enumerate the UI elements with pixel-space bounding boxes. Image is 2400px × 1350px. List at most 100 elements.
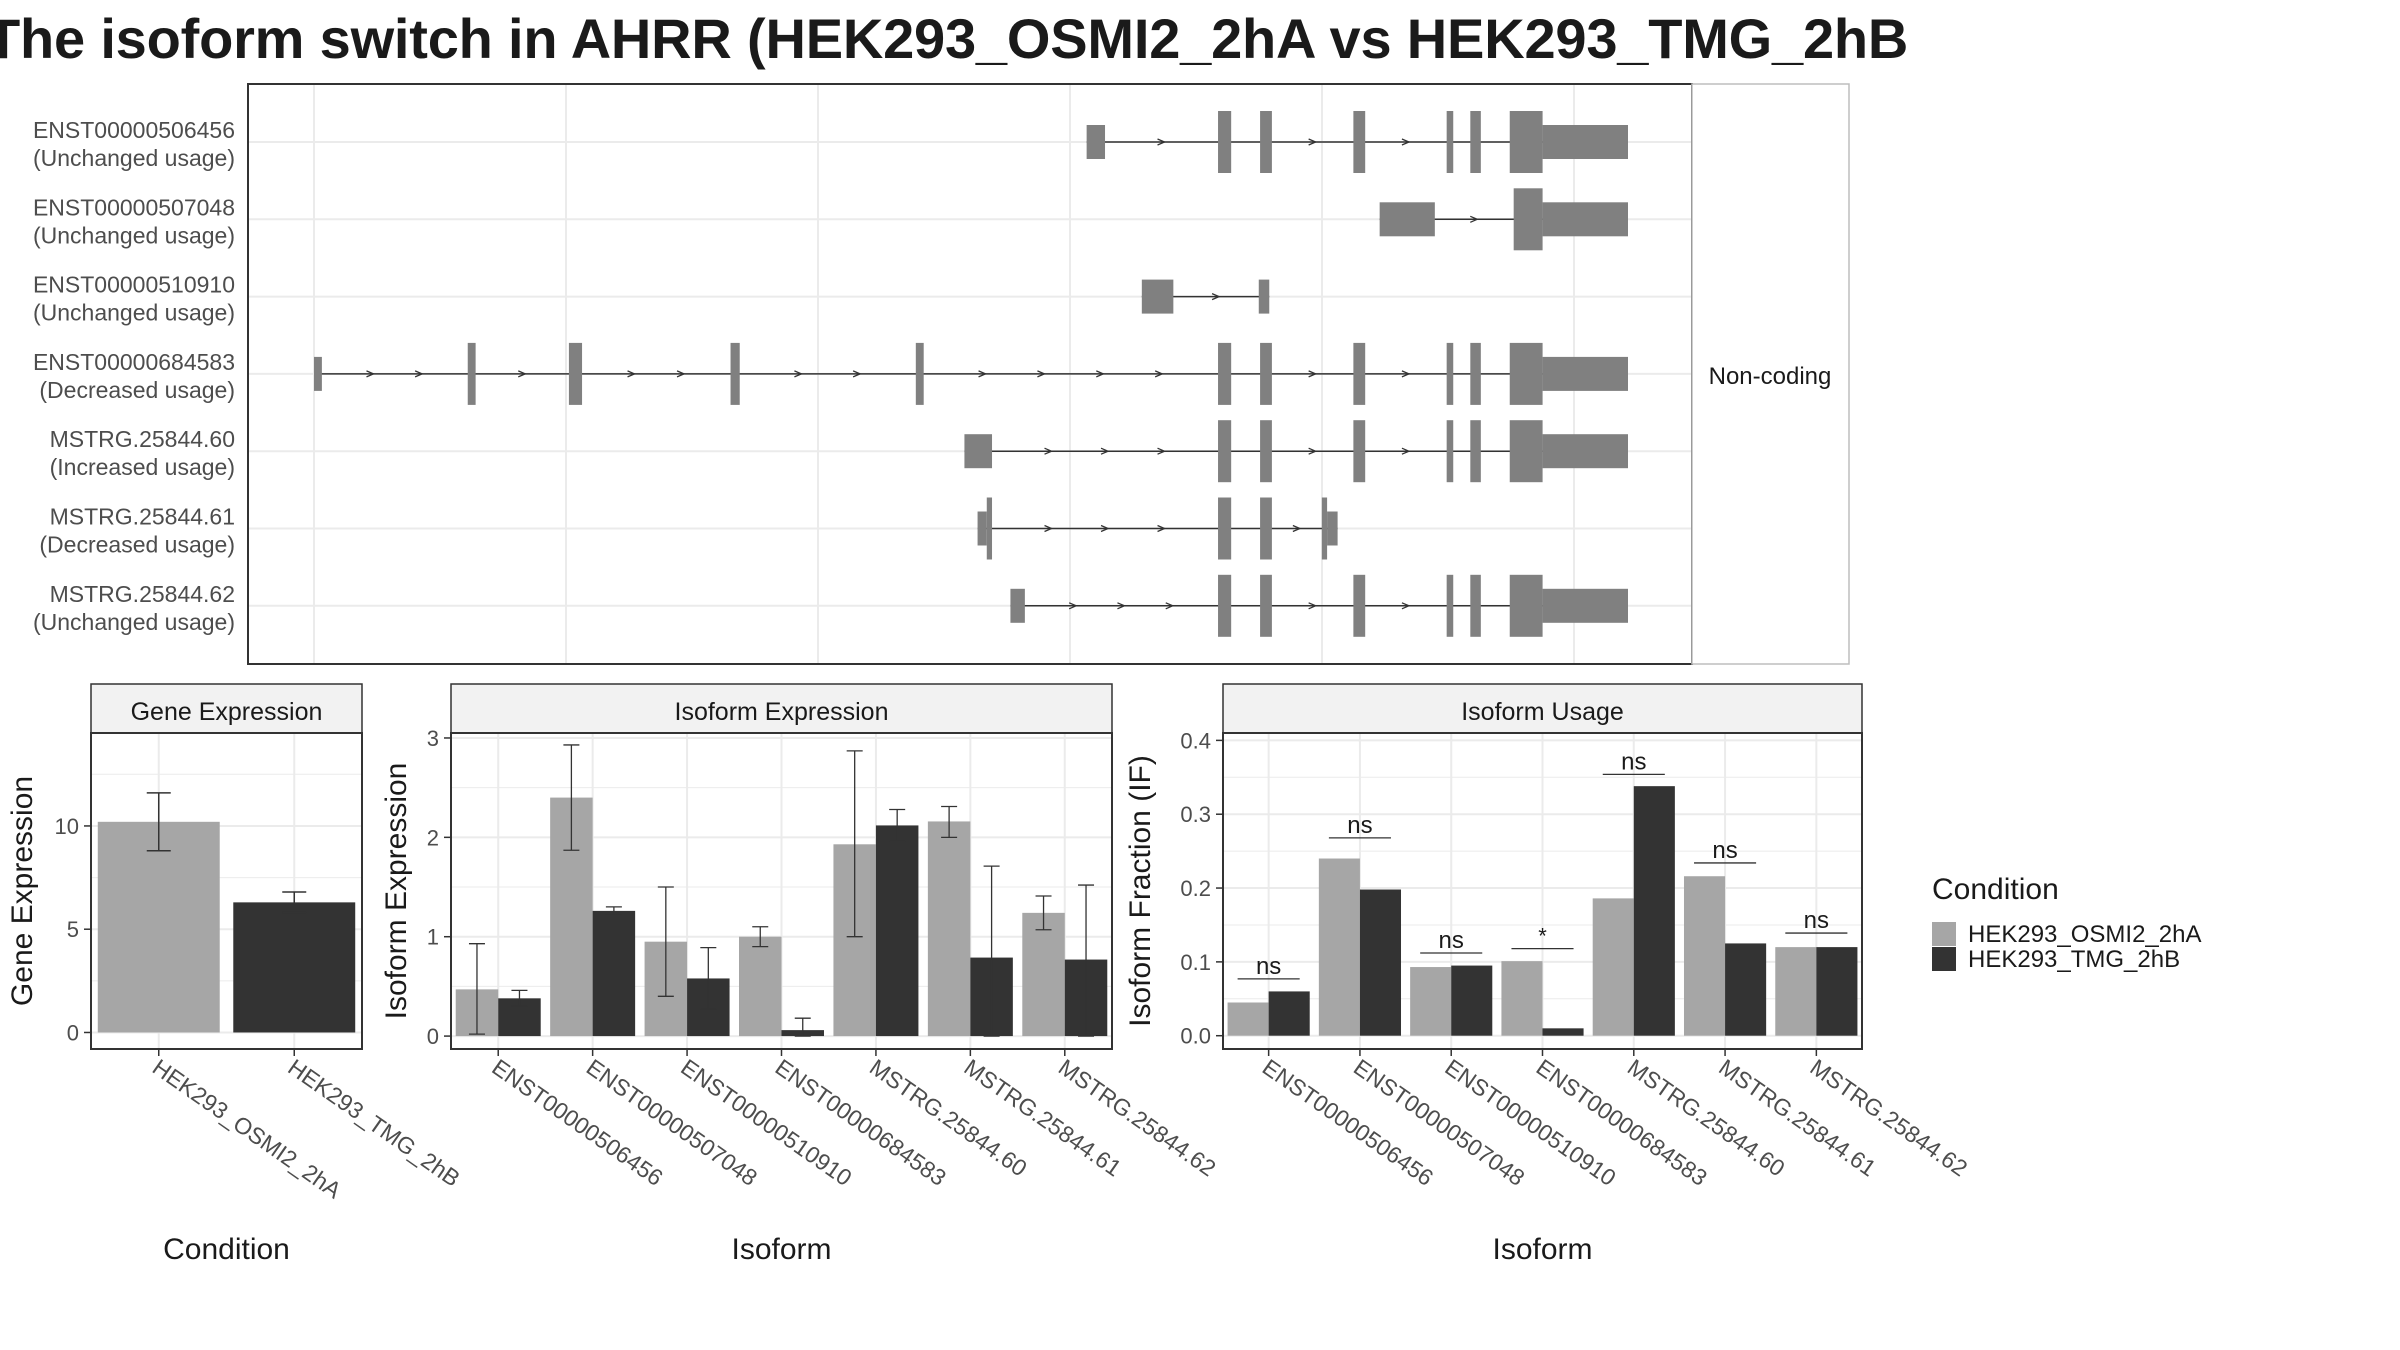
isoform-label: ENST00000507048 xyxy=(33,194,235,220)
bar xyxy=(1816,947,1858,1036)
significance-label: ns xyxy=(1621,748,1646,775)
exon xyxy=(1141,279,1174,314)
bar xyxy=(1683,876,1726,1036)
exon xyxy=(1218,497,1232,560)
y-axis-title: Isoform Expression xyxy=(380,763,413,1020)
exon xyxy=(1258,279,1270,314)
y-axis-title: Isoform Fraction (IF) xyxy=(1124,755,1157,1027)
isoform-usage-label: (Unchanged usage) xyxy=(33,609,235,635)
strand-arrow xyxy=(1068,602,1078,610)
strand-arrow xyxy=(1308,370,1318,378)
isoform-label: MSTRG.25844.62 xyxy=(50,581,235,607)
exon xyxy=(1542,202,1628,237)
bar xyxy=(875,825,919,1037)
strand-arrow xyxy=(1157,447,1167,455)
bar xyxy=(1592,898,1634,1036)
strand-arrow xyxy=(1117,602,1127,610)
x-axis-title: Isoform xyxy=(731,1233,831,1266)
exon xyxy=(1353,574,1366,637)
bar xyxy=(739,936,782,1037)
isoform-usage-label: (Increased usage) xyxy=(50,454,235,480)
significance-label: ns xyxy=(1712,837,1737,864)
exon xyxy=(1086,125,1106,159)
x-tick-label: MSTRG.25844.60 xyxy=(865,1054,1032,1182)
strand-arrow xyxy=(1165,602,1175,610)
x-tick-label: ENST00000684583 xyxy=(1532,1054,1712,1191)
x-tick-label: ENST00000506456 xyxy=(487,1054,667,1191)
bar xyxy=(1542,1028,1584,1036)
exon xyxy=(1446,574,1454,637)
exon xyxy=(1260,420,1272,483)
significance-label: ns xyxy=(1256,953,1281,980)
strand-arrow xyxy=(1292,524,1302,533)
panel-title: Isoform Usage xyxy=(1461,698,1624,726)
exon xyxy=(1260,342,1272,405)
bar xyxy=(1022,912,1065,1037)
panel-title: Gene Expression xyxy=(131,698,323,726)
panel-border xyxy=(450,732,1113,1050)
significance-label: ns xyxy=(1439,927,1464,954)
exon xyxy=(467,342,476,405)
facet-strip-label: Non-coding xyxy=(1709,363,1832,390)
exon xyxy=(986,497,993,560)
x-tick-label: ENST00000507048 xyxy=(582,1054,762,1191)
strand-arrow xyxy=(1044,447,1054,455)
x-tick-label: ENST00000506456 xyxy=(1258,1054,1438,1191)
y-tick-label: 0.2 xyxy=(1180,876,1211,901)
exon xyxy=(1509,111,1543,173)
bar xyxy=(1725,943,1767,1036)
exon xyxy=(1353,420,1366,483)
isoform-usage-label: (Unchanged usage) xyxy=(33,222,235,248)
y-tick-label: 1 xyxy=(427,925,439,950)
x-tick-label: MSTRG.25844.61 xyxy=(1714,1054,1881,1182)
y-tick-label: 0 xyxy=(67,1020,79,1045)
exon xyxy=(1446,111,1454,173)
facet-strip xyxy=(1691,83,1850,665)
y-tick-label: 3 xyxy=(427,726,439,751)
strand-arrow xyxy=(676,370,686,378)
isoform-label: ENST00000684583 xyxy=(33,349,235,375)
strand-arrow xyxy=(1211,293,1221,301)
panel-strip xyxy=(450,683,1113,734)
strand-arrow xyxy=(1401,370,1411,378)
bar xyxy=(1268,991,1310,1036)
strand-arrow xyxy=(1401,447,1411,455)
isoform-label: MSTRG.25844.60 xyxy=(50,426,235,452)
strand-arrow xyxy=(1470,215,1479,223)
exon xyxy=(1260,111,1272,173)
exon xyxy=(730,342,740,405)
bar xyxy=(927,821,971,1037)
exon xyxy=(1542,588,1628,623)
panel-border xyxy=(1222,732,1863,1050)
exon xyxy=(1218,420,1232,483)
y-axis-title: Gene Expression xyxy=(6,776,39,1006)
exon xyxy=(1470,574,1481,637)
strand-arrow xyxy=(794,370,804,378)
exon xyxy=(1509,342,1543,405)
exon xyxy=(1446,342,1454,405)
bar xyxy=(1318,858,1360,1036)
y-tick-label: 2 xyxy=(427,825,439,850)
strand-arrow xyxy=(1044,524,1054,533)
x-tick-label: MSTRG.25844.61 xyxy=(959,1054,1126,1182)
isoform-usage-label: (Unchanged usage) xyxy=(33,300,235,326)
exon xyxy=(1542,125,1628,159)
isoform-label: MSTRG.25844.61 xyxy=(50,504,235,530)
exon xyxy=(1379,202,1435,237)
strand-arrow xyxy=(1308,447,1318,455)
exon xyxy=(1353,111,1366,173)
panel-title: Isoform Expression xyxy=(675,698,889,726)
x-tick-label: ENST00000507048 xyxy=(1349,1054,1529,1191)
x-axis-title: Isoform xyxy=(1492,1233,1592,1266)
exon xyxy=(314,356,322,391)
exon xyxy=(1218,342,1232,405)
exon xyxy=(1218,111,1232,173)
strand-arrow xyxy=(1154,370,1164,378)
exon xyxy=(1542,434,1628,469)
strand-arrow xyxy=(366,370,376,378)
isoform-usage-label: (Decreased usage) xyxy=(39,532,235,558)
isoform-label: ENST00000506456 xyxy=(33,117,235,143)
exon xyxy=(1446,420,1454,483)
exon xyxy=(1509,420,1543,483)
